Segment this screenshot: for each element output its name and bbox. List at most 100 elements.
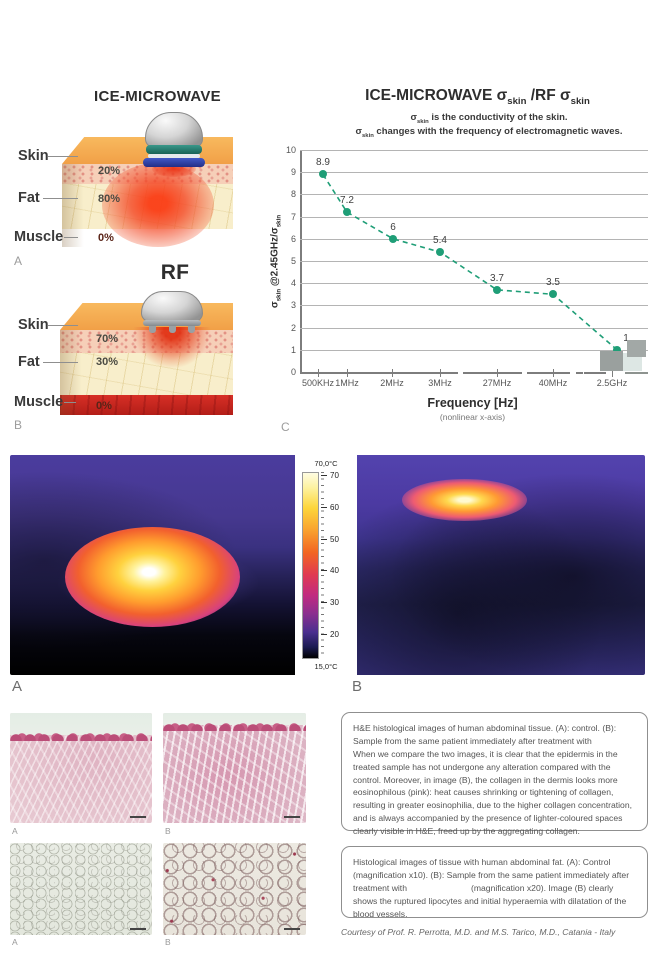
caption-skin-p1: H&E histological images of human abdomin… <box>353 723 617 746</box>
y-tick-label: 1 <box>290 344 296 355</box>
chart-subtitle-2: σskin changes with the frequency of elec… <box>355 126 623 139</box>
y-tick-label: 3 <box>290 300 296 311</box>
data-point <box>343 208 351 217</box>
colorbar-major-tick <box>321 506 327 508</box>
y-tick-label: 6 <box>290 233 296 244</box>
watermark-square <box>627 340 646 357</box>
handpiece-white-band <box>148 154 200 158</box>
colorbar-major-tick <box>321 570 327 572</box>
y-tick-label: 5 <box>290 256 296 266</box>
data-point-label: 5.4 <box>433 235 447 247</box>
handpiece-dome-a <box>145 112 203 148</box>
data-point <box>549 290 557 299</box>
muscle-label-b: Muscle <box>14 394 64 410</box>
y-tick-label: 9 <box>290 167 296 178</box>
y-tick-label: 8 <box>290 189 296 200</box>
scale-bar <box>284 928 300 930</box>
histology-label: A <box>12 826 18 836</box>
x-tick <box>612 369 613 377</box>
x-tick <box>318 369 319 377</box>
caption-box-skin: H&E histological images of human abdomin… <box>341 712 648 836</box>
y-tick-label: 0 <box>290 367 296 377</box>
chart-subtitle-1: σskin is the conductivity of the skin. <box>410 112 568 125</box>
x-axis-segment <box>470 372 522 374</box>
caption-fat-p1: Histological images of tissue with human… <box>353 857 630 893</box>
skin-label-a: Skin <box>18 148 49 164</box>
hot-spot-b <box>402 479 527 521</box>
x-tick-label: 40MHz <box>538 378 568 388</box>
skin-label-b: Skin <box>18 317 49 333</box>
panel-label-a: A <box>14 254 23 268</box>
chart-gridline <box>300 150 648 151</box>
histology-label: B <box>165 937 171 947</box>
handpiece-blue-band <box>143 158 205 167</box>
caption-skin-p2: When we compare the two images, it is cl… <box>353 748 633 837</box>
caption-fat-p2: (magnification x20). Image (B) clearly s… <box>353 882 627 919</box>
skin-lead-b <box>48 325 78 326</box>
block-b-edge-shade <box>60 330 84 415</box>
x-axis-segment <box>584 372 606 374</box>
x-tick-label: 3MHz <box>428 378 452 388</box>
figure-b-title: RF <box>160 261 190 284</box>
figure-a-title: ICE-MICROWAVE <box>94 88 221 105</box>
colorbar-tick-label: 70 <box>330 471 339 480</box>
chart-gridline <box>300 216 648 218</box>
histology-skin-control <box>10 713 152 823</box>
y-tick-label: 7 <box>290 211 296 222</box>
chart-gridline <box>300 172 648 174</box>
colorbar-major-tick <box>321 538 327 540</box>
data-point <box>389 234 397 243</box>
data-point-label: 7.2 <box>340 195 354 207</box>
scale-bar <box>130 816 146 818</box>
courtesy-credit: Courtesy of Prof. R. Perrotta, M.D. and … <box>341 927 616 937</box>
caption-box-fat: Histological images of tissue with human… <box>341 846 648 919</box>
data-point-label: 1 <box>623 332 629 344</box>
muscle-lead-a <box>64 237 78 238</box>
thermal-panel-label-b: B <box>352 678 363 695</box>
dermis-texture <box>163 713 306 823</box>
muscle-percentage-a: 0% <box>98 232 114 244</box>
block-b-muscle-layer <box>60 395 233 415</box>
x-axis-break-dash <box>576 372 583 374</box>
chart-gridline <box>300 283 648 285</box>
block-a-edge-shade <box>62 164 86 247</box>
scale-bar <box>130 928 146 930</box>
thermal-image-strip: 70,0°C 70 60 50 40 30 20 15,0°C <box>10 455 645 675</box>
handpiece-dome-b <box>141 291 203 322</box>
x-tick-label: 2MHz <box>380 378 404 388</box>
x-tick <box>392 369 393 377</box>
data-point <box>319 170 327 179</box>
data-point-label: 8.9 <box>316 157 330 169</box>
x-tick-label: 27MHz <box>482 378 512 388</box>
epidermis-band <box>10 730 152 741</box>
y-tick-label: 4 <box>290 278 296 289</box>
data-point <box>493 285 501 294</box>
muscle-lead-b <box>64 402 76 403</box>
x-tick <box>497 369 498 377</box>
handpiece-foot <box>149 326 156 333</box>
chart-gridline <box>300 327 648 329</box>
panel-label-b: B <box>14 418 23 432</box>
histology-fat-treated <box>163 843 306 935</box>
colorbar-max-label: 70,0°C <box>314 459 338 468</box>
heat-zone-a <box>102 163 214 247</box>
handpiece-foot <box>168 326 176 333</box>
colorbar-gradient <box>302 472 319 659</box>
x-tick-label: 1MHz <box>335 378 359 388</box>
chart-gridline <box>300 261 648 262</box>
muscle-percentage-b: 0% <box>96 400 112 412</box>
colorbar-minor-ticks <box>321 472 324 659</box>
skin-lead-a <box>48 156 78 157</box>
x-axis-break-dash <box>527 372 534 374</box>
conductivity-chart-plot: 0 1 2 3 4 5 6 7 8 9 10 500KHz 1MHz 2MHz 3MHz 27MHz 40MHz… <box>286 145 648 388</box>
histology-background <box>10 713 152 735</box>
fat-lead-a <box>43 198 78 199</box>
x-tick <box>440 369 441 377</box>
chart-gridline <box>300 238 648 240</box>
data-point-label: 3.5 <box>546 277 560 289</box>
y-tick-label: 2 <box>290 322 296 333</box>
chart-gridline <box>300 349 648 351</box>
handpiece-feet <box>149 326 195 333</box>
colorbar-tick-label: 40 <box>330 566 339 576</box>
x-axis-segment <box>300 372 458 374</box>
